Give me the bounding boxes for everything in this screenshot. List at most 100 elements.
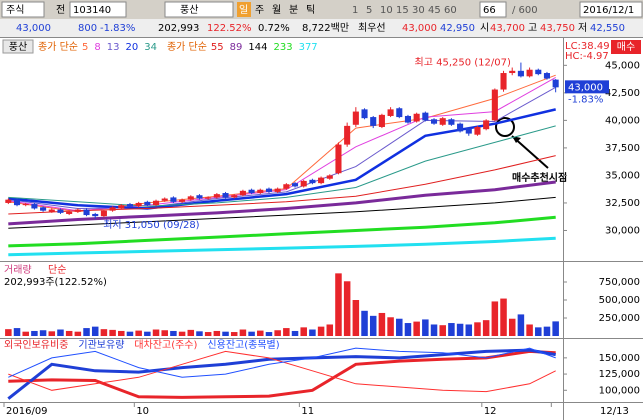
moving-average [8, 125, 556, 207]
candle-body [205, 197, 212, 199]
count[interactable]: 66 [483, 5, 496, 16]
code-input[interactable] [69, 1, 127, 18]
y-tick-label: 125,000 [599, 369, 640, 380]
volume: 202,993 [158, 23, 199, 34]
volume-bar [170, 330, 177, 336]
candle-body [439, 118, 446, 125]
stock-name: 풍산 [180, 4, 198, 16]
high: 43,750 [540, 23, 575, 34]
candle-body [543, 73, 551, 79]
candle-body [344, 125, 351, 145]
volume-bar [204, 332, 212, 336]
x-tick-label: 11 [301, 406, 314, 417]
annotation: 최고 45,250 (12/07) [415, 57, 511, 69]
volume-bar [352, 300, 360, 336]
volume-bar [39, 330, 47, 336]
candle-body [196, 195, 203, 199]
quote-bar-bg [0, 19, 643, 37]
market[interactable]: 주식 [6, 4, 24, 16]
candle-body [422, 112, 429, 121]
interval[interactable]: 1 [352, 5, 358, 16]
candle-body [430, 119, 438, 124]
volume-bar [22, 331, 29, 336]
volume-bar [178, 331, 186, 336]
buy[interactable]: 매수 [617, 41, 635, 53]
candle-body [517, 70, 524, 77]
volume-bar [448, 323, 455, 336]
period[interactable]: 틱 [306, 4, 315, 16]
period[interactable]: 주 [255, 5, 264, 16]
volume-bar [343, 281, 351, 336]
period-button[interactable] [237, 2, 251, 17]
candle-body [396, 108, 403, 118]
stock-label: 풍산 [9, 41, 27, 53]
period[interactable]: 일 [239, 4, 248, 16]
candle-body [239, 190, 246, 196]
interval[interactable]: 30 [412, 5, 425, 16]
candle-body [161, 198, 168, 201]
volume-bar [404, 323, 412, 336]
volume-bar [378, 312, 386, 336]
market-select[interactable] [1, 1, 45, 18]
volume-bar [152, 329, 160, 336]
y-tick-label: 32,500 [605, 198, 640, 209]
signal-arrow [511, 135, 549, 169]
quote-bar: 43,000 800 -1.83% 202,993 122.52% 0.72% … [16, 22, 625, 34]
price: 43,000 [16, 23, 51, 34]
legend-entry: 8 [94, 42, 100, 53]
volume-bar [265, 332, 273, 336]
volume-bar [335, 273, 342, 336]
moving-average [8, 86, 556, 210]
candle-body [31, 204, 38, 209]
volume-bar [439, 325, 446, 336]
buy-button[interactable] [611, 40, 641, 54]
volume-bar [526, 324, 533, 336]
legend-entry: 34 [144, 42, 157, 53]
volume-bar [396, 318, 403, 336]
candle-body [126, 204, 134, 207]
interval[interactable]: 60 [444, 5, 457, 16]
candle-body [57, 209, 64, 213]
date-input[interactable] [579, 1, 643, 18]
legend-entry: 신용잔고(종목별) [207, 339, 279, 351]
interval[interactable]: 5 [366, 5, 372, 16]
low: 42,550 [590, 23, 625, 34]
period[interactable]: 월 [272, 4, 281, 16]
interval[interactable]: 15 [396, 5, 409, 16]
candle-body [40, 207, 47, 211]
volume-title: 거래량 [4, 264, 32, 276]
interval[interactable]: 45 [428, 5, 441, 16]
candle-body [335, 144, 342, 174]
interval[interactable]: 10 [380, 5, 393, 16]
candle-body [48, 209, 55, 212]
candle-body [170, 197, 177, 202]
candle-body [274, 188, 281, 192]
date[interactable]: 2016/12/1 [583, 5, 634, 16]
y-tick-label: 35,000 [605, 170, 640, 181]
candle-body [326, 175, 333, 179]
volume-bar [274, 330, 281, 336]
code[interactable]: 103140 [73, 5, 111, 16]
volume-bar [222, 331, 229, 336]
count-input[interactable] [479, 1, 507, 18]
volume-bar [456, 323, 464, 336]
volume-bar [196, 331, 203, 336]
volume-bar [361, 310, 368, 336]
legend-entry: 144 [248, 42, 267, 53]
legend-entry: 233 [273, 42, 292, 53]
candle-body [222, 193, 229, 198]
legend-entry: 5 [82, 42, 88, 53]
volume-bar [144, 331, 151, 336]
candle-body [213, 194, 220, 198]
candle-body [66, 211, 73, 214]
period[interactable]: 분 [289, 4, 298, 16]
candle-body [92, 213, 99, 217]
volume-bar [48, 331, 56, 336]
volume-bar [291, 330, 299, 336]
legend-label: 종가 단순 [167, 41, 207, 53]
volume-bar [91, 326, 99, 336]
candle-body [448, 119, 455, 125]
change-rate: -1.83% [100, 23, 135, 34]
volume-rate: 122.52% [207, 23, 252, 34]
volume-bar [187, 329, 195, 336]
